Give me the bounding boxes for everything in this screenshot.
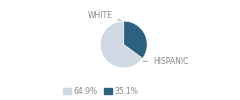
Text: WHITE: WHITE	[87, 11, 121, 20]
Text: HISPANIC: HISPANIC	[143, 57, 188, 66]
Wedge shape	[100, 21, 143, 68]
Wedge shape	[124, 21, 147, 58]
Legend: 64.9%, 35.1%: 64.9%, 35.1%	[63, 86, 139, 96]
